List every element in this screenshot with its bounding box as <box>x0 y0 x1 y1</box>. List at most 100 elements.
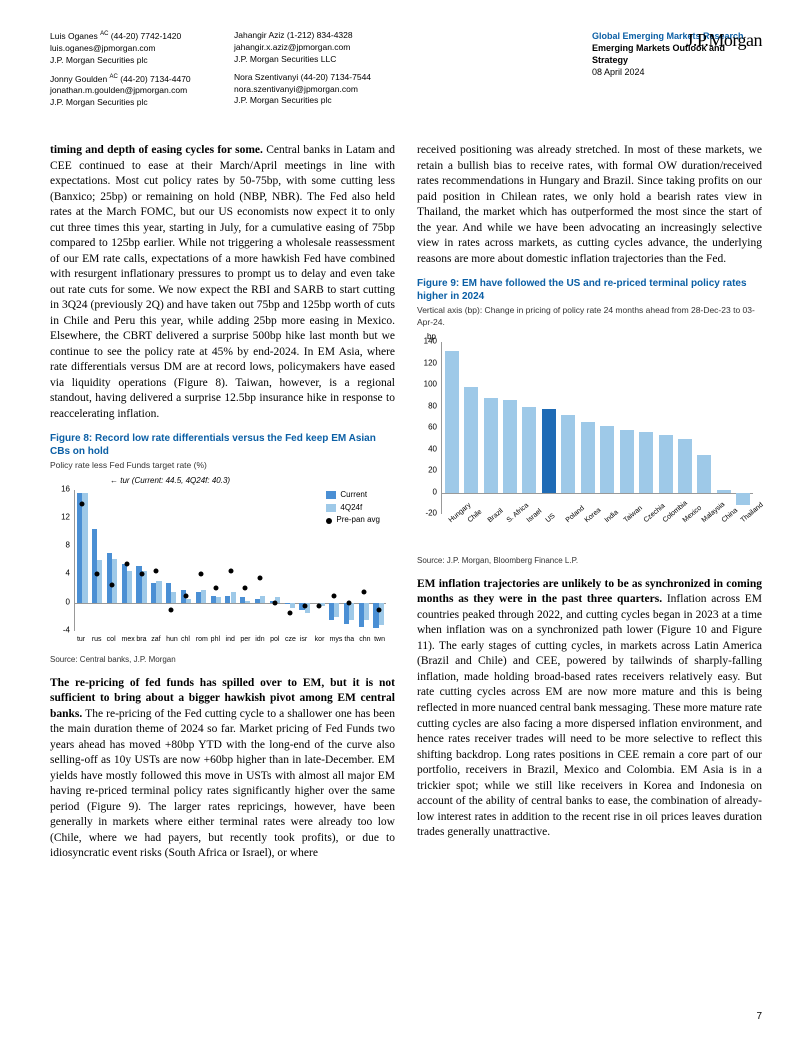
bar <box>561 415 575 492</box>
prepan-dot <box>154 568 159 573</box>
doc-date: 08 April 2024 <box>592 66 762 78</box>
x-label: cze <box>285 635 296 644</box>
y-tick: 40 <box>428 444 437 455</box>
x-label: tur <box>77 635 85 644</box>
x-label: kor <box>315 635 325 644</box>
bar-fc <box>260 596 265 603</box>
y-tick: 140 <box>424 337 437 348</box>
prepan-dot <box>228 568 233 573</box>
x-label: hun <box>166 635 178 644</box>
content-columns: timing and depth of easing cycles for so… <box>50 143 762 872</box>
bar-fc <box>290 603 295 609</box>
y-tick: 12 <box>61 513 70 524</box>
y-tick: 8 <box>66 541 70 552</box>
prepan-dot <box>287 611 292 616</box>
fig9-chart: bp -20020406080100120140 HungaryChileBra… <box>417 332 757 552</box>
left-p1: timing and depth of easing cycles for so… <box>50 143 395 422</box>
y-tick: 80 <box>428 401 437 412</box>
y-tick: -20 <box>425 509 437 520</box>
x-label: mys <box>330 635 343 644</box>
prepan-dot <box>302 604 307 609</box>
prepan-dot <box>272 600 277 605</box>
prepan-dot <box>361 589 366 594</box>
x-label: chl <box>181 635 190 644</box>
bar-fc <box>334 603 339 617</box>
prepan-dot <box>346 600 351 605</box>
x-label: rus <box>92 635 102 644</box>
x-label: twn <box>374 635 385 644</box>
fig8-source: Source: Central banks, J.P. Morgan <box>50 655 395 666</box>
bar-fc <box>127 571 132 603</box>
x-label: idn <box>255 635 264 644</box>
prepan-dot <box>124 561 129 566</box>
bar-fc <box>379 603 384 626</box>
author-entry: Nora Szentivanyi (44-20) 7134-7544nora.s… <box>234 72 394 108</box>
left-p1-bold: timing and depth of easing cycles for so… <box>50 144 263 156</box>
bar <box>639 432 653 492</box>
bar-fc <box>97 560 102 602</box>
x-label: phl <box>211 635 220 644</box>
author-entry: Jonny Goulden AC (44-20) 7134-4470jonath… <box>50 73 210 110</box>
y-tick: 16 <box>61 484 70 495</box>
bar-fc <box>171 592 176 603</box>
fig9-subtitle: Vertical axis (bp): Change in pricing of… <box>417 305 762 328</box>
y-tick: 0 <box>66 597 70 608</box>
bar-fc <box>245 601 250 602</box>
fig8-annotation: ← tur (Current: 44.5, 4Q24f: 40.3) <box>110 476 230 487</box>
bar <box>620 430 634 492</box>
fig9-title: Figure 9: EM have followed the US and re… <box>417 277 762 303</box>
prepan-dot <box>80 501 85 506</box>
bar <box>659 435 673 493</box>
right-p2-body: Inflation across EM countries peaked thr… <box>417 593 762 838</box>
prepan-dot <box>213 586 218 591</box>
bar <box>484 398 498 493</box>
bar <box>736 493 750 506</box>
bar-fc <box>201 590 206 603</box>
right-p1: received positioning was already stretch… <box>417 143 762 267</box>
left-p1-body: Central banks in Latam and CEE continued… <box>50 144 395 420</box>
x-label: per <box>240 635 250 644</box>
left-p2: The re-pricing of fed funds has spilled … <box>50 676 395 862</box>
right-p2: EM inflation trajectories are unlikely t… <box>417 577 762 841</box>
bar <box>717 490 731 492</box>
x-label: tha <box>344 635 354 644</box>
bar-fc <box>364 603 369 621</box>
bar <box>697 455 711 493</box>
prepan-dot <box>110 582 115 587</box>
left-p2-body: The re-pricing of the Fed cutting cycle … <box>50 708 395 860</box>
bar-fc <box>112 559 117 603</box>
y-tick: -4 <box>63 625 70 636</box>
y-tick: 20 <box>428 466 437 477</box>
page-header: Luis Oganes AC (44-20) 7742-1420luis.oga… <box>50 30 762 115</box>
bar-fc <box>216 597 221 603</box>
bar <box>445 351 459 493</box>
x-label: mex <box>122 635 135 644</box>
fig8-subtitle: Policy rate less Fed Funds target rate (… <box>50 460 395 471</box>
fig8-title: Figure 8: Record low rate differentials … <box>50 432 395 458</box>
x-label: bra <box>136 635 146 644</box>
prepan-dot <box>258 575 263 580</box>
x-label: zaf <box>151 635 160 644</box>
y-tick: 100 <box>424 380 437 391</box>
prepan-dot <box>243 586 248 591</box>
x-label: isr <box>300 635 307 644</box>
fig9-source: Source: J.P. Morgan, Bloomberg Finance L… <box>417 556 762 567</box>
left-column: timing and depth of easing cycles for so… <box>50 143 395 872</box>
arrow-icon: ← <box>110 476 118 485</box>
x-label: ind <box>226 635 235 644</box>
author-block: Luis Oganes AC (44-20) 7742-1420luis.oga… <box>50 30 394 115</box>
prepan-dot <box>95 572 100 577</box>
y-tick: 120 <box>424 358 437 369</box>
bar-fc <box>186 599 191 603</box>
bar-fc <box>231 592 236 603</box>
prepan-dot <box>198 572 203 577</box>
x-label: chn <box>359 635 370 644</box>
x-label: rom <box>196 635 208 644</box>
bar <box>678 439 692 493</box>
bar-fc <box>82 493 87 602</box>
bar <box>600 426 614 493</box>
author-entry: Jahangir Aziz (1-212) 834-4328jahangir.x… <box>234 30 394 66</box>
bar-fc <box>156 581 161 602</box>
y-tick: 4 <box>66 569 70 580</box>
bar <box>522 407 536 493</box>
